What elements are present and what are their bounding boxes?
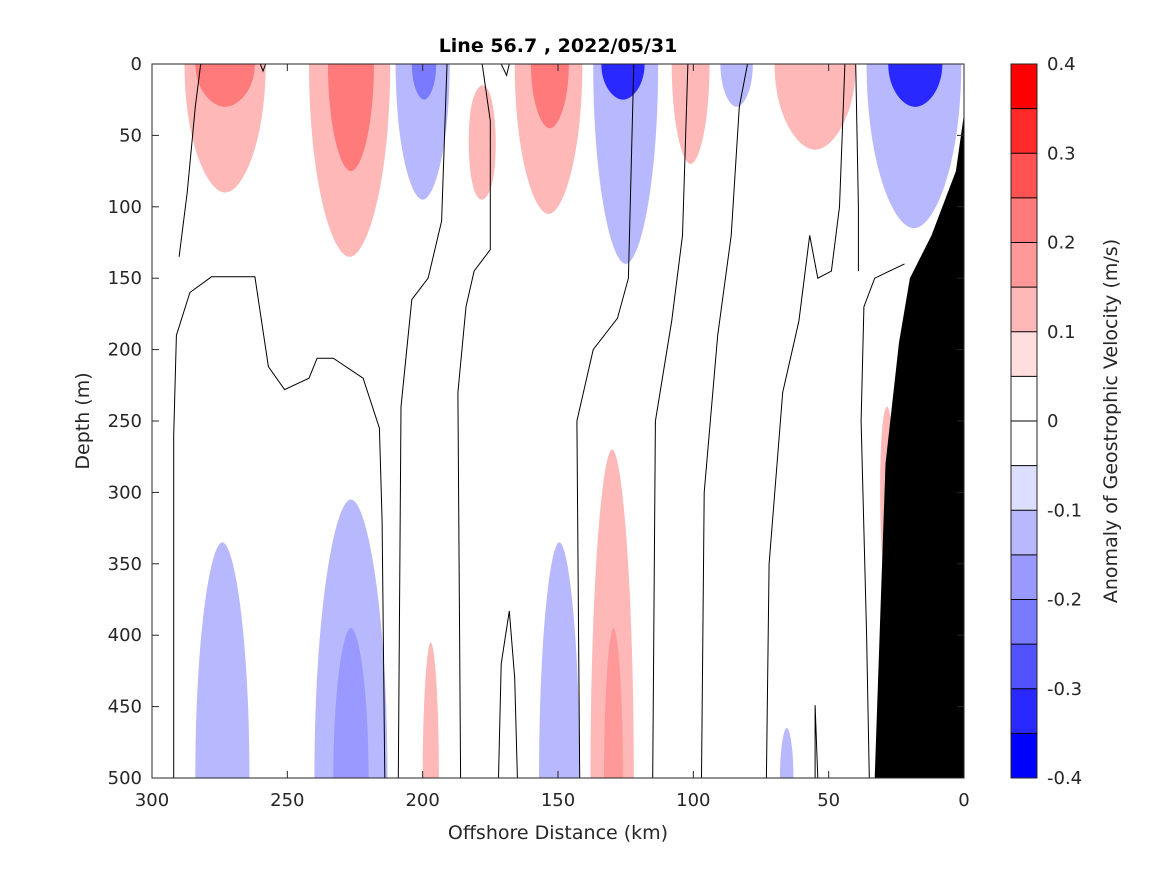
x-tick-label: 100: [676, 790, 710, 811]
anomaly-region-6: [468, 85, 496, 200]
colorbar-swatch: [1011, 733, 1037, 778]
colorbar-swatch: [1011, 376, 1037, 421]
x-tick-label: 0: [958, 790, 969, 811]
colorbar-tick-label: -0.3: [1047, 679, 1082, 700]
y-tick-label: 300: [108, 482, 142, 503]
colorbar-swatch: [1011, 287, 1037, 332]
anomaly-region-14: [866, 64, 962, 229]
colorbar-swatch: [1011, 465, 1037, 511]
anomaly-region-22: [422, 642, 439, 778]
colorbar-swatch: [1011, 510, 1037, 555]
x-axis-label: Offshore Distance (km): [448, 822, 668, 844]
zero-contour-6: [576, 64, 635, 778]
anomaly-region-17: [604, 628, 623, 778]
anomaly-region-11: [671, 64, 710, 164]
colorbar-swatch: [1011, 554, 1037, 600]
colorbar-tick-label: 0.3: [1047, 143, 1076, 164]
zero-contour-8: [701, 64, 748, 778]
zero-contour-4: [498, 610, 518, 778]
y-tick-label: 150: [108, 268, 142, 289]
colorbar-swatch: [1011, 599, 1037, 645]
colorbar: 0.4 0.3 0.2 0.1 0 -0.1 -0.2 -0.3 -0.4: [1010, 54, 1082, 789]
y-tick-label: 200: [108, 340, 142, 361]
zero-contour-11: [814, 705, 819, 778]
colorbar-label: Anomaly of Geostrophic Velocity (m/s): [1100, 239, 1122, 603]
zero-contour-1: [173, 276, 386, 778]
anomaly-region-9: [593, 64, 659, 264]
zero-contour-13: [259, 64, 267, 73]
colorbar-tick-label: 0.1: [1047, 322, 1076, 343]
anomaly-region-0: [184, 64, 266, 193]
colorbar-swatch: [1011, 644, 1037, 689]
anomaly-region-20: [333, 628, 369, 778]
anomaly-region-16: [590, 449, 634, 778]
colorbar-tick-label: 0.4: [1047, 54, 1076, 75]
x-tick-label: 250: [270, 790, 304, 811]
y-tick-label: 450: [108, 697, 142, 718]
anomaly-region-1: [195, 64, 255, 107]
colorbar-swatch: [1011, 197, 1037, 243]
colorbar-swatch: [1011, 421, 1037, 466]
y-tick-label: 50: [119, 125, 142, 146]
anomaly-region-21: [539, 542, 580, 778]
colorbar-swatch: [1011, 153, 1037, 198]
anomaly-region-18: [195, 542, 250, 778]
chart-title: Line 56.7 , 2022/05/31: [439, 35, 678, 57]
anomaly-region-15: [888, 64, 943, 107]
colorbar-swatch: [1011, 688, 1037, 734]
colorbar-tick-label: 0: [1047, 411, 1058, 432]
zero-contour-10: [860, 263, 905, 778]
anomaly-region-3: [327, 64, 374, 172]
zero-contour-12: [855, 64, 859, 272]
bathymetry-fill: [874, 114, 964, 778]
anomaly-region-7: [514, 64, 583, 214]
zero-contour-2: [397, 64, 448, 778]
y-tick-label: 350: [108, 554, 142, 575]
zero-contour-5: [500, 64, 510, 77]
x-tick-label: 300: [135, 790, 169, 811]
colorbar-swatch: [1011, 64, 1037, 109]
x-axis: 300 250 200 150 100 50 0: [135, 64, 970, 811]
y-tick-label: 0: [131, 54, 142, 75]
anomaly-region-24: [779, 728, 794, 778]
anomaly-region-4: [395, 64, 450, 200]
colorbar-swatch: [1011, 242, 1037, 288]
zero-contour-7: [652, 64, 689, 778]
colorbar-tick-label: -0.1: [1047, 500, 1082, 521]
anomaly-region-5: [411, 64, 437, 100]
colorbar-swatch: [1011, 108, 1037, 154]
zero-contour-lines: [173, 64, 905, 778]
zero-contour-9: [765, 64, 846, 778]
x-tick-label: 150: [541, 790, 575, 811]
x-tick-label: 200: [405, 790, 439, 811]
y-tick-label: 100: [108, 197, 142, 218]
zero-contour-0: [178, 64, 202, 257]
anomaly-region-12: [720, 64, 753, 107]
y-tick-label: 250: [108, 411, 142, 432]
y-tick-label: 400: [108, 625, 142, 646]
colorbar-tick-label: -0.2: [1047, 590, 1082, 611]
colorbar-tick-label: -0.4: [1047, 768, 1082, 789]
x-tick-label: 50: [817, 790, 840, 811]
colorbar-tick-label: 0.2: [1047, 233, 1076, 254]
y-axis-label: Depth (m): [72, 372, 94, 469]
anomaly-region-13: [774, 64, 856, 150]
colorbar-frame: [1010, 63, 1038, 779]
y-axis: 0 50 100 150 200 250 300 350 400 450 500: [108, 54, 964, 789]
anomaly-region-8: [530, 64, 569, 129]
zero-contour-3: [457, 64, 491, 778]
colorbar-swatch: [1011, 331, 1037, 377]
y-tick-label: 500: [108, 768, 142, 789]
